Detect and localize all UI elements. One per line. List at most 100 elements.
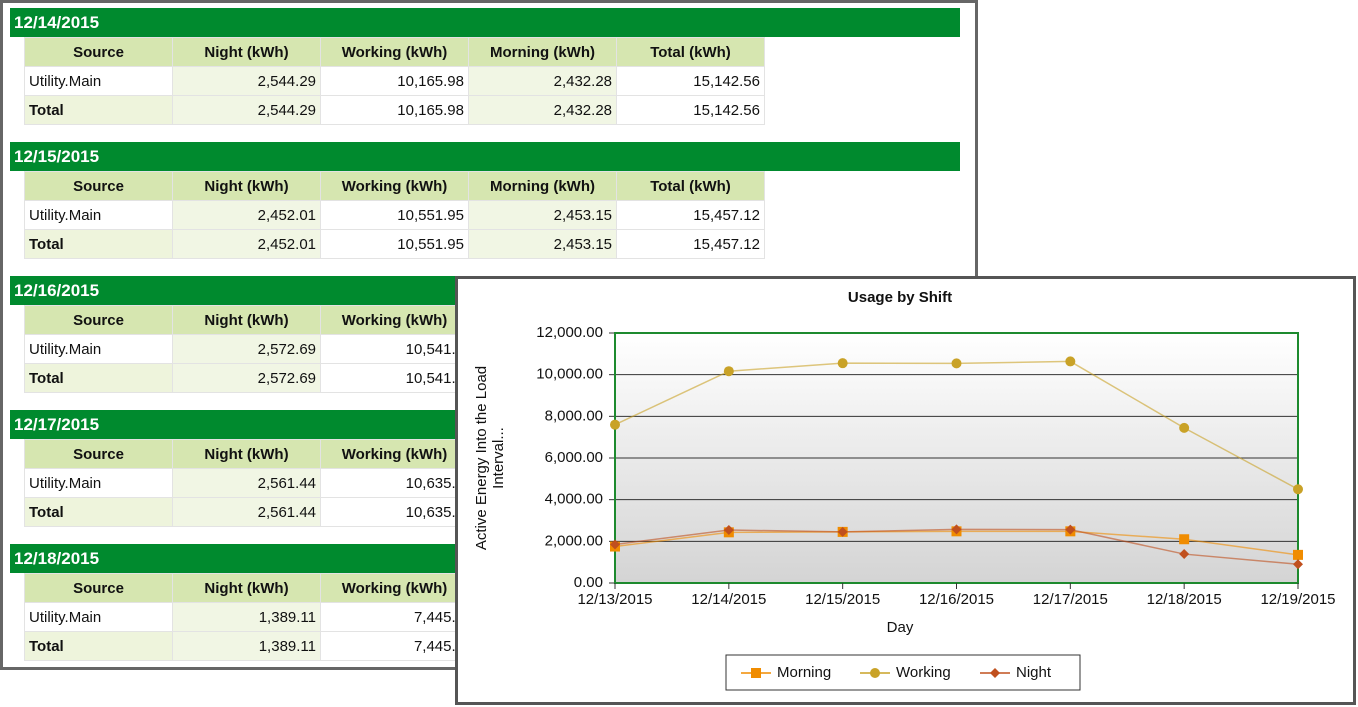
marker <box>837 358 848 369</box>
report-section: 12/15/2015 Source Night (kWh) Working (kWh)… <box>10 142 960 259</box>
table-cell: 1,389.11 <box>172 631 321 661</box>
table-cell: 15,457.12 <box>616 229 765 259</box>
y-tick-label: 2,000.00 <box>545 532 603 549</box>
chart: Usage by Shift Day Active Energy Into th… <box>473 289 1336 691</box>
y-tick-label: 12,000.00 <box>536 324 603 341</box>
table-row: Total 2,452.01 10,551.95 2,453.15 15,457.12 <box>24 229 765 259</box>
column-header: Night (kWh) <box>172 573 321 603</box>
marker <box>1293 549 1303 560</box>
date-header: 12/15/2015 <box>10 142 960 171</box>
column-header: Working (kWh) <box>320 439 469 469</box>
table-cell: Utility.Main <box>24 602 173 632</box>
data-table: Source Night (kWh) Working (kWh) Utility.Ma… <box>24 305 469 393</box>
column-header: Total (kWh) <box>616 171 765 201</box>
x-tick-label: 12/13/2015 <box>577 591 652 608</box>
table-row: Total 1,389.11 7,445.9 <box>24 631 469 661</box>
table-cell: Total <box>24 631 173 661</box>
table-cell: 10,541.9 <box>320 363 469 393</box>
marker <box>1065 356 1076 367</box>
table-cell: 15,457.12 <box>616 200 765 230</box>
legend-label: Working <box>896 664 951 681</box>
chart-panel: Usage by Shift Day Active Energy Into th… <box>455 276 1356 705</box>
y-axis-label: Interval... <box>490 427 507 489</box>
table-cell: 10,635.3 <box>320 468 469 498</box>
data-table: Source Night (kWh) Working (kWh) Utility.Ma… <box>24 573 469 661</box>
x-tick-label: 12/14/2015 <box>691 591 766 608</box>
marker <box>951 358 962 369</box>
column-header: Source <box>24 171 173 201</box>
marker <box>1179 534 1190 545</box>
y-tick-label: 6,000.00 <box>545 449 603 466</box>
table-cell: 2,572.69 <box>172 363 321 393</box>
y-tick-label: 4,000.00 <box>545 491 603 508</box>
table-cell: 7,445.9 <box>320 602 469 632</box>
date-header: 12/14/2015 <box>10 8 960 37</box>
table-cell: 15,142.56 <box>616 66 765 96</box>
column-header: Working (kWh) <box>320 171 469 201</box>
table-row: Utility.Main 2,452.01 10,551.95 2,453.15 15,… <box>24 200 765 230</box>
marker <box>1065 524 1076 535</box>
legend <box>725 654 1081 691</box>
table-row: Utility.Main 2,572.69 10,541.9 <box>24 334 469 364</box>
table-cell: 2,561.44 <box>172 468 321 498</box>
column-header: Night (kWh) <box>172 439 321 469</box>
table-cell: 2,432.28 <box>468 66 617 96</box>
column-header: Source <box>24 439 173 469</box>
table-cell: 2,453.15 <box>468 200 617 230</box>
table-cell: Total <box>24 363 173 393</box>
marker <box>1293 559 1303 570</box>
marker <box>610 419 620 430</box>
x-tick-label: 12/19/2015 <box>1260 591 1335 608</box>
table-cell: 10,551.95 <box>320 200 469 230</box>
table-cell: Total <box>24 497 173 527</box>
x-tick-label: 12/15/2015 <box>805 591 880 608</box>
column-header: Night (kWh) <box>172 171 321 201</box>
column-header: Morning (kWh) <box>468 171 617 201</box>
column-header: Morning (kWh) <box>468 37 617 67</box>
marker <box>951 524 962 535</box>
table-cell: 2,453.15 <box>468 229 617 259</box>
marker <box>723 366 734 377</box>
table-cell: Total <box>24 95 173 125</box>
data-table: Source Night (kWh) Working (kWh) Utility.Ma… <box>24 439 469 527</box>
table-cell: 10,635.3 <box>320 497 469 527</box>
table-cell: 2,572.69 <box>172 334 321 364</box>
column-header: Source <box>24 37 173 67</box>
column-header: Working (kWh) <box>320 305 469 335</box>
table-cell: 2,452.01 <box>172 229 321 259</box>
marker <box>1179 422 1190 433</box>
header-row: Source Night (kWh) Working (kWh) Morning (k… <box>24 171 765 201</box>
legend-label: Morning <box>777 664 831 681</box>
header-row: Source Night (kWh) Working (kWh) Morning (k… <box>24 37 765 67</box>
y-tick-label: 0.00 <box>574 574 603 591</box>
table-cell: 2,432.28 <box>468 95 617 125</box>
header-row: Source Night (kWh) Working (kWh) <box>24 439 469 469</box>
table-row: Total 2,572.69 10,541.9 <box>24 363 469 393</box>
header-row: Source Night (kWh) Working (kWh) <box>24 305 469 335</box>
marker <box>990 668 1000 678</box>
marker <box>610 539 620 550</box>
column-header: Working (kWh) <box>320 573 469 603</box>
column-header: Source <box>24 573 173 603</box>
marker <box>723 524 734 535</box>
legend-label: Night <box>1016 664 1052 681</box>
column-header: Night (kWh) <box>172 305 321 335</box>
report-section: 12/14/2015 Source Night (kWh) Working (kWh)… <box>10 8 960 125</box>
table-row: Total 2,544.29 10,165.98 2,432.28 15,142.56 <box>24 95 765 125</box>
marker <box>1179 549 1190 560</box>
table-row: Utility.Main 2,544.29 10,165.98 2,432.28 15,… <box>24 66 765 96</box>
marker <box>1293 484 1303 495</box>
table-cell: 15,142.56 <box>616 95 765 125</box>
column-header: Source <box>24 305 173 335</box>
table-row: Utility.Main 1,389.11 7,445.9 <box>24 602 469 632</box>
table-cell: 1,389.11 <box>172 602 321 632</box>
data-table: Source Night (kWh) Working (kWh) Morning (k… <box>24 171 765 259</box>
table-cell: Utility.Main <box>24 200 173 230</box>
table-cell: Utility.Main <box>24 66 173 96</box>
table-cell: 10,551.95 <box>320 229 469 259</box>
marker <box>870 668 880 678</box>
column-header: Total (kWh) <box>616 37 765 67</box>
table-cell: 10,165.98 <box>320 95 469 125</box>
table-row: Total 2,561.44 10,635.3 <box>24 497 469 527</box>
